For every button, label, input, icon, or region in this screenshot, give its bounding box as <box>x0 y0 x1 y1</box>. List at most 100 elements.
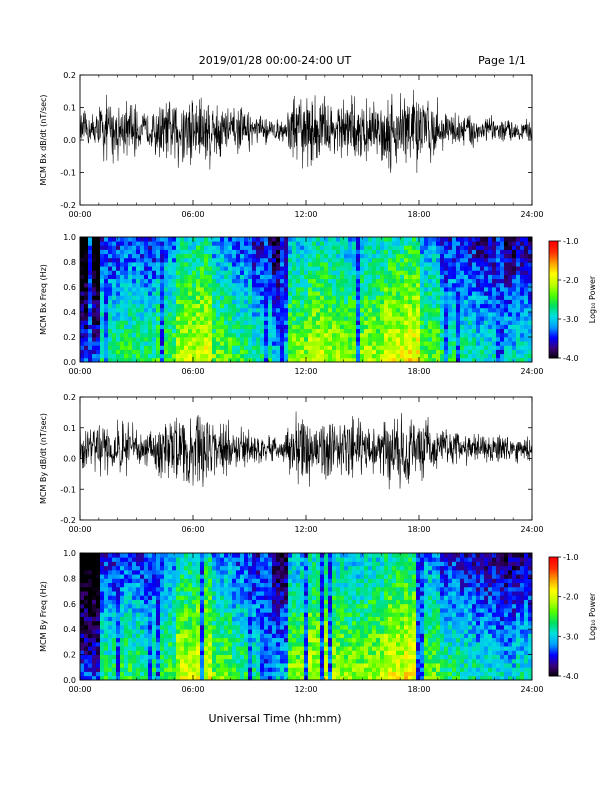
heatmap-cell <box>432 245 437 250</box>
heatmap-cell <box>324 270 329 275</box>
heatmap-cell <box>164 612 169 617</box>
heatmap-cell <box>276 295 281 300</box>
heatmap-cell <box>424 262 429 267</box>
heatmap-cell <box>84 591 89 596</box>
heatmap-cell <box>180 270 185 275</box>
heatmap-cell <box>108 633 113 639</box>
heatmap-cell <box>412 337 417 342</box>
heatmap-cell <box>252 287 257 292</box>
heatmap-cell <box>280 345 285 350</box>
heatmap-cell <box>148 658 153 664</box>
heatmap-cell <box>108 341 113 346</box>
heatmap-cell <box>216 282 221 288</box>
heatmap-cell <box>484 257 489 263</box>
heatmap-cell <box>484 282 489 288</box>
heatmap-cell <box>416 270 421 275</box>
heatmap-cell <box>312 274 317 280</box>
heatmap-cell <box>252 320 257 325</box>
heatmap-cell <box>344 328 349 334</box>
heatmap-cell <box>464 245 469 250</box>
heatmap-cell <box>416 332 421 338</box>
heatmap-cell <box>184 641 189 647</box>
heatmap-cell <box>244 241 249 246</box>
heatmap-cell <box>252 245 257 250</box>
heatmap-cell <box>236 345 241 350</box>
heatmap-cell <box>84 620 89 626</box>
heatmap-cell <box>240 332 245 338</box>
heatmap-cell <box>236 316 241 321</box>
heatmap-cell <box>272 295 277 300</box>
heatmap-cell <box>512 278 517 284</box>
heatmap-cell <box>192 586 197 592</box>
heatmap-cell <box>140 345 145 350</box>
heatmap-cell <box>136 612 141 617</box>
heatmap-cell <box>108 257 113 263</box>
heatmap-cell <box>112 257 117 263</box>
heatmap-cell <box>312 237 317 242</box>
heatmap-cell <box>404 320 409 325</box>
heatmap-cell <box>136 582 141 588</box>
heatmap-cell <box>376 332 381 338</box>
heatmap-cell <box>268 357 273 363</box>
heatmap-cell <box>112 278 117 284</box>
heatmap-cell <box>156 646 161 651</box>
heatmap-cell <box>296 249 301 255</box>
heatmap-cell <box>500 253 505 259</box>
heatmap-cell <box>188 654 193 660</box>
heatmap-cell <box>132 603 137 609</box>
heatmap-cell <box>404 291 409 296</box>
heatmap-cell <box>100 641 105 647</box>
heatmap-cell <box>212 599 217 605</box>
heatmap-cell <box>92 328 97 334</box>
heatmap-cell <box>464 295 469 300</box>
heatmap-cell <box>420 249 425 255</box>
heatmap-cell <box>100 299 105 305</box>
heatmap-cell <box>324 295 329 300</box>
heatmap-cell <box>436 291 441 296</box>
heatmap-cell <box>176 557 181 562</box>
heatmap-cell <box>120 603 125 609</box>
heatmap-cell <box>248 578 253 584</box>
heatmap-cell <box>408 295 413 300</box>
heatmap-cell <box>244 287 249 292</box>
heatmap-cell <box>452 241 457 246</box>
heatmap-cell <box>204 266 209 271</box>
heatmap-cell <box>312 349 317 355</box>
heatmap-cell <box>244 249 249 255</box>
heatmap-cell <box>192 237 197 242</box>
heatmap-cell <box>340 287 345 292</box>
heatmap-cell <box>208 245 213 250</box>
heatmap-cell <box>136 633 141 639</box>
heatmap-cell <box>244 257 249 263</box>
heatmap-cell <box>436 241 441 246</box>
heatmap-cell <box>224 345 229 350</box>
heatmap-cell <box>96 341 101 346</box>
heatmap-cell <box>156 603 161 609</box>
heatmap-cell <box>192 287 197 292</box>
heatmap-cell <box>188 295 193 300</box>
heatmap-cell <box>116 337 121 342</box>
heatmap-cell <box>320 249 325 255</box>
heatmap-cell <box>140 671 145 677</box>
heatmap-cell <box>428 299 433 305</box>
heatmap-cell <box>416 253 421 259</box>
heatmap-cell <box>104 353 109 359</box>
heatmap-cell <box>232 257 237 263</box>
heatmap-cell <box>352 353 357 359</box>
heatmap-cell <box>404 337 409 342</box>
heatmap-cell <box>340 312 345 317</box>
heatmap-cell <box>504 299 509 305</box>
heatmap-cell <box>280 316 285 321</box>
heatmap-cell <box>408 307 413 313</box>
heatmap-cell <box>316 353 321 359</box>
heatmap-cell <box>472 332 477 338</box>
heatmap-cell <box>160 667 165 672</box>
heatmap-cell <box>268 349 273 355</box>
heatmap-cell <box>428 345 433 350</box>
heatmap-cell <box>396 282 401 288</box>
heatmap-cell <box>356 345 361 350</box>
heatmap-cell <box>496 270 501 275</box>
heatmap-cell <box>120 633 125 639</box>
heatmap-cell <box>336 332 341 338</box>
heatmap-cell <box>512 287 517 292</box>
